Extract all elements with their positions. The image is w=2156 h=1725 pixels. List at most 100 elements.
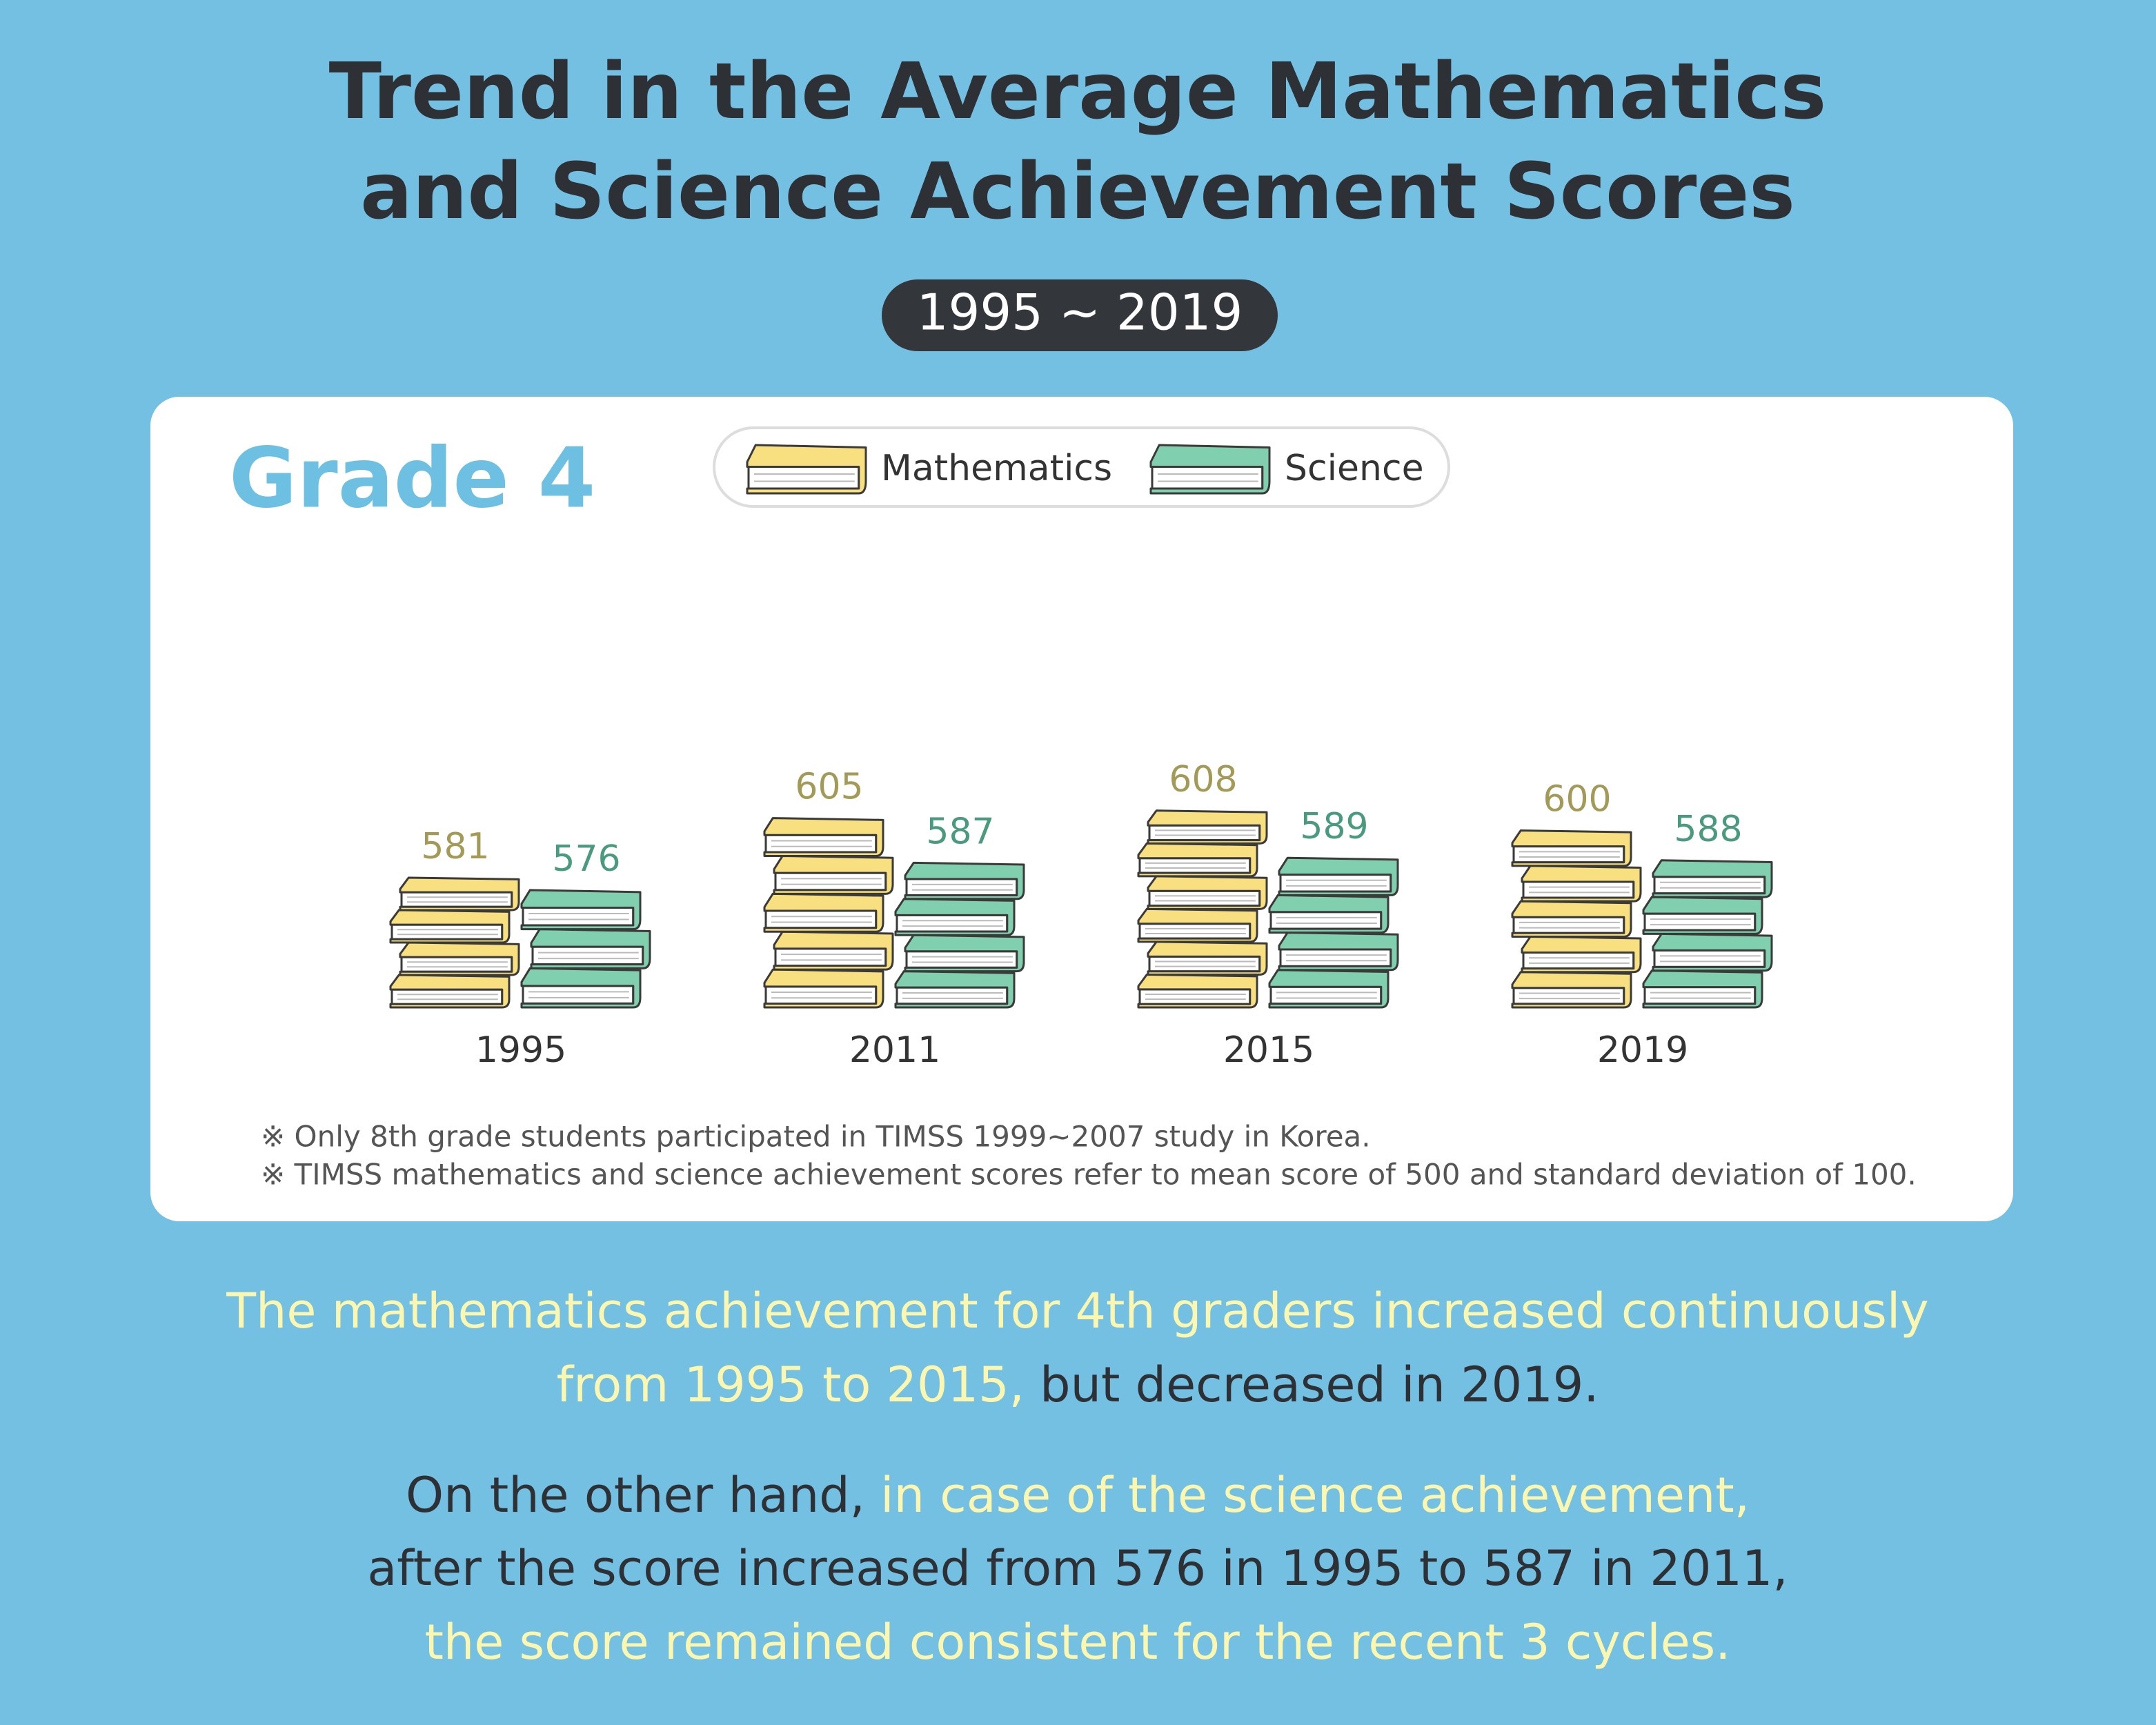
grade-label: Grade 4 (229, 431, 595, 527)
book-pages (764, 909, 878, 929)
book-cover (763, 968, 884, 1009)
book-pages (1148, 955, 1261, 973)
legend-icon (1149, 444, 1271, 495)
book-cover (894, 970, 1016, 1009)
book-cover (389, 974, 511, 1009)
book-cover (1652, 932, 1773, 972)
legend-label: Mathematics (881, 448, 1112, 489)
book-cover (1147, 940, 1268, 976)
value-label: 600 (1543, 779, 1611, 820)
x-tick-label: 2015 (1223, 1029, 1314, 1071)
note: ※ TIMSS mathematics and science achievem… (261, 1158, 1917, 1192)
book-cover (894, 898, 1016, 936)
book-pages (400, 891, 513, 908)
book-cover (1511, 971, 1632, 1009)
book-cover (1521, 865, 1642, 903)
book-pages (400, 956, 513, 973)
book-pages (896, 914, 1009, 933)
summary-segment: The mathematics achievement for 4th grad… (226, 1283, 1928, 1339)
book-pages (1512, 987, 1625, 1005)
summary-line: the score remained consistent for the re… (424, 1614, 1730, 1670)
book-pages (905, 950, 1018, 969)
book-cover (1511, 829, 1632, 867)
book-pages (1151, 466, 1264, 490)
book-cover (1268, 894, 1389, 934)
book-cover (773, 854, 894, 895)
book-cover (520, 967, 642, 1009)
book-cover (1147, 809, 1268, 845)
subtitle: 1995 ~ 2019 (917, 284, 1243, 342)
book-cover (1521, 935, 1642, 974)
book-cover (1642, 969, 1763, 1009)
book-cover (763, 817, 884, 857)
book-stack (1642, 859, 1773, 1009)
book-stack (1137, 809, 1268, 1009)
book-cover (1149, 444, 1271, 495)
summary: The mathematics achievement for 4th grad… (226, 1283, 1928, 1670)
summary-segment: On the other hand, (406, 1467, 880, 1524)
legend-label: Science (1285, 448, 1424, 489)
book-stack (1268, 856, 1399, 1009)
value-label: 589 (1300, 806, 1368, 847)
book-cover (904, 861, 1025, 900)
value-label: 605 (795, 767, 863, 808)
note: ※ Only 8th grade students participated i… (261, 1120, 1371, 1154)
x-tick-label: 2019 (1597, 1029, 1688, 1071)
x-tick-label: 1995 (475, 1029, 566, 1071)
book-pages (764, 985, 878, 1005)
book-cover (1137, 973, 1258, 1009)
summary-line: The mathematics achievement for 4th grad… (226, 1283, 1928, 1339)
book-stack (1511, 829, 1642, 1009)
book-cover (1652, 859, 1773, 898)
book-pages (531, 945, 644, 966)
book-cover (763, 892, 884, 933)
value-label: 581 (421, 826, 489, 867)
book-stack (389, 876, 520, 1009)
book-cover (530, 928, 651, 969)
book-pages (747, 466, 860, 490)
book-pages (1138, 988, 1252, 1005)
book-cover (746, 444, 867, 495)
book-cover (520, 889, 642, 931)
book-pages (1279, 874, 1392, 893)
book-pages (390, 988, 504, 1005)
book-pages (1643, 912, 1757, 931)
summary-segment: but decreased in 2019. (1025, 1357, 1599, 1413)
book-pages (1653, 876, 1766, 895)
book-cover (1511, 900, 1632, 938)
book-pages (896, 986, 1009, 1005)
card (150, 397, 2013, 1221)
book-pages (522, 985, 635, 1005)
book-pages (1269, 911, 1383, 930)
summary-line: after the score increased from 576 in 19… (367, 1540, 1788, 1597)
book-cover (1137, 907, 1258, 943)
value-label: 576 (552, 838, 620, 880)
book-cover (1278, 931, 1399, 972)
book-cover (1137, 842, 1258, 878)
book-cover (1147, 875, 1268, 910)
book-cover (389, 909, 511, 944)
summary-segment: from 1995 to 2015, (556, 1357, 1024, 1413)
book-pages (1512, 845, 1625, 864)
book-stack (763, 817, 894, 1009)
summary-segment: the score remained consistent for the re… (424, 1614, 1730, 1670)
subtitle-pill (882, 279, 1278, 351)
book-pages (1138, 923, 1252, 940)
summary-line: from 1995 to 2015, but decreased in 2019… (556, 1357, 1599, 1413)
book-pages (1653, 949, 1766, 968)
title-line: Trend in the Average Mathematics (329, 47, 1827, 137)
summary-segment: in case of the science achievement, (880, 1467, 1750, 1524)
book-pages (1279, 948, 1392, 967)
book-pages (905, 878, 1018, 897)
book-pages (1138, 857, 1252, 874)
book-pages (522, 907, 635, 927)
value-label: 608 (1169, 759, 1237, 800)
title-line: and Science Achievement Scores (360, 147, 1795, 237)
value-label: 588 (1674, 809, 1742, 850)
summary-segment: after the score increased from 576 in 19… (367, 1540, 1788, 1597)
book-pages (764, 834, 878, 854)
book-cover (1642, 896, 1763, 935)
book-pages (1522, 880, 1635, 899)
book-cover (399, 941, 520, 976)
